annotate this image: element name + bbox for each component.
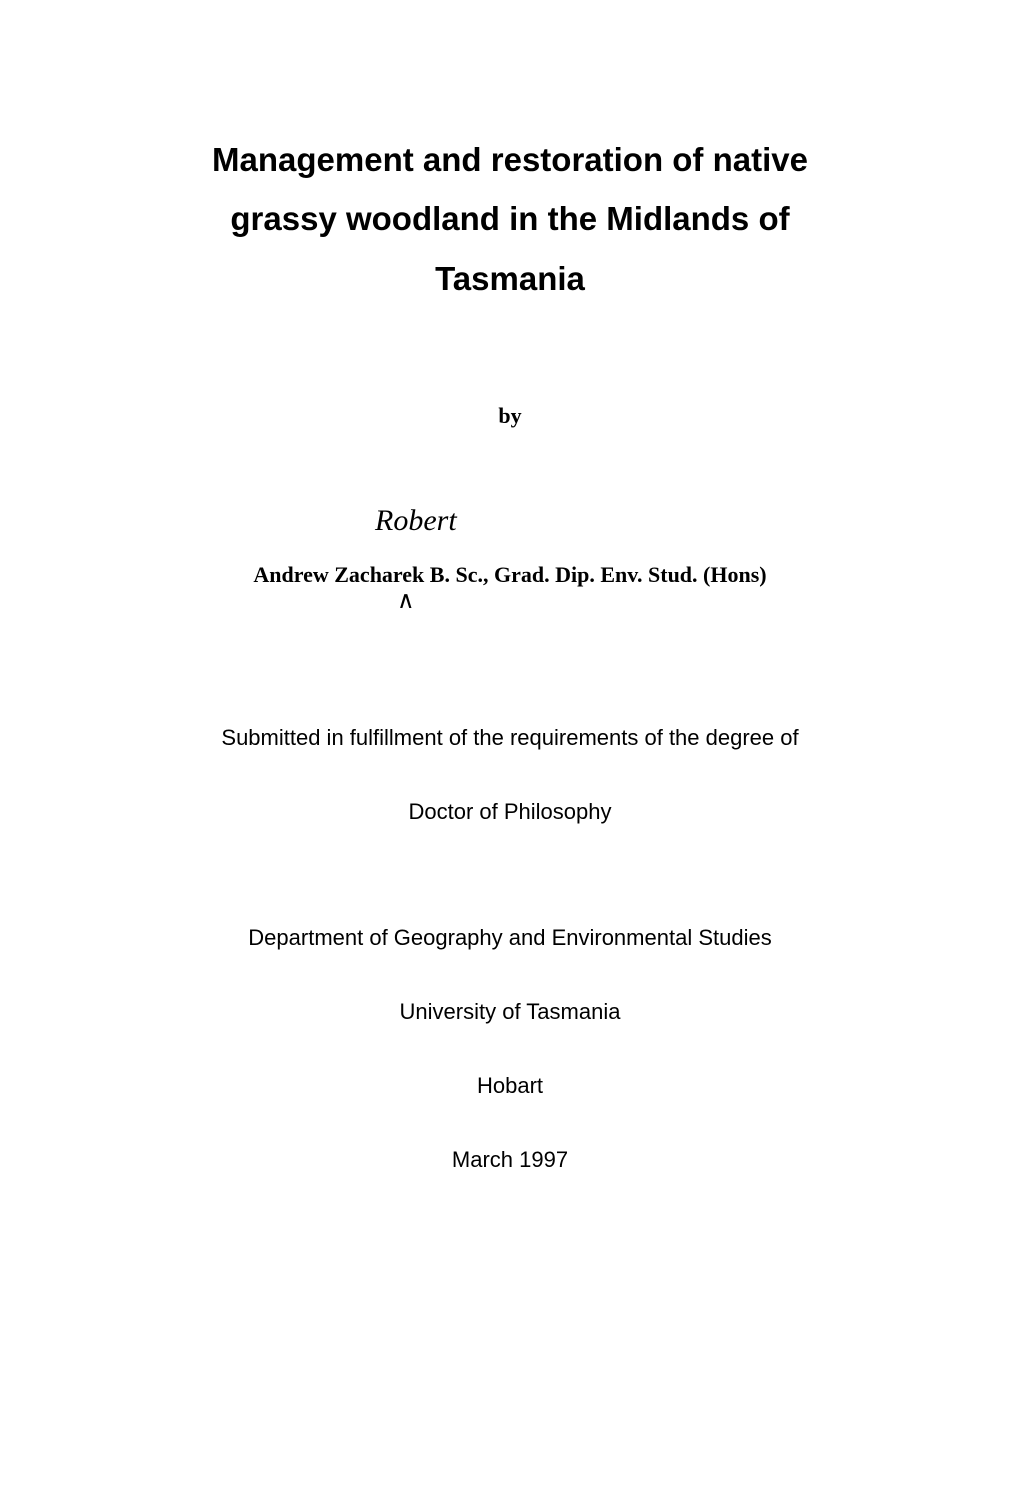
title-page: Management and restoration of native gra… [0, 0, 1020, 1501]
caret-wrapper: ∧ [100, 590, 920, 615]
thesis-title: Management and restoration of native gra… [100, 130, 920, 308]
title-line-1: Management and restoration of native [100, 130, 920, 189]
city-name: Hobart [100, 1073, 920, 1099]
degree-name: Doctor of Philosophy [100, 799, 920, 825]
submission-block: Submitted in fulfillment of the requirem… [100, 725, 920, 1173]
submission-date: March 1997 [100, 1147, 920, 1173]
department-name: Department of Geography and Environmenta… [100, 925, 920, 951]
handwritten-annotation: Robert [375, 504, 457, 538]
insertion-caret-icon: ∧ [397, 586, 415, 615]
submission-statement: Submitted in fulfillment of the requirem… [100, 725, 920, 751]
university-name: University of Tasmania [100, 999, 920, 1025]
author-name: Andrew Zacharek B. Sc., Grad. Dip. Env. … [100, 562, 920, 588]
handwritten-annotation-block: Robert [100, 504, 920, 544]
title-line-2: grassy woodland in the Midlands of [100, 189, 920, 248]
title-line-3: Tasmania [100, 249, 920, 308]
by-label: by [100, 403, 920, 429]
